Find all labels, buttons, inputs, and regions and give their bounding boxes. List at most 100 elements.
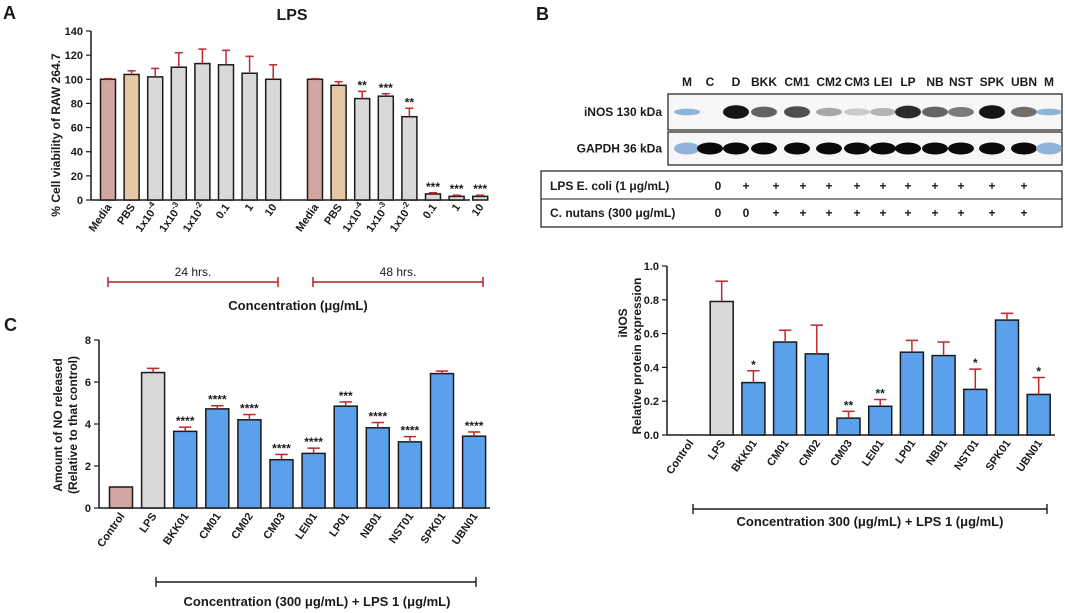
chart-c-bar <box>301 452 326 509</box>
blot-treatment-mark: 0 <box>715 179 722 193</box>
blot-lane-label: M <box>1044 75 1054 89</box>
chart-a-bar <box>448 195 465 201</box>
chart-c-xtick-label: LPS <box>137 511 159 535</box>
chart-a-bar <box>401 115 418 201</box>
chart-a-bar <box>146 76 164 201</box>
chart-b-bar <box>804 353 830 436</box>
chart-b-bar <box>867 405 893 436</box>
blot-treatment-mark: + <box>742 179 749 193</box>
chart-a-xtick-label: 10 <box>263 202 280 219</box>
chart-c-ytick-label: 0 <box>85 503 91 515</box>
blot-band <box>697 142 723 155</box>
chart-a-xtick-label: Media <box>294 201 322 234</box>
chart-a-bar <box>123 73 140 201</box>
chart-b-xtick-label: CM02 <box>797 438 824 469</box>
blot-band <box>922 106 948 118</box>
chart-a-ytick-label: 100 <box>65 74 83 86</box>
chart-b-ylabel-line1: iNOS <box>616 308 630 337</box>
chart-c-bar <box>461 435 487 509</box>
chart-a-xtick-label-exponent: -3 <box>169 200 181 211</box>
blot-treatment-mark: + <box>904 179 911 193</box>
chart-a-xtick-label: 1 <box>243 202 256 214</box>
chart-b-bar <box>709 300 734 436</box>
chart-c-bar <box>397 441 423 509</box>
chart-b-ytick-label: 0.6 <box>644 329 659 341</box>
blot-band <box>1011 106 1037 118</box>
blot-treatment-mark: + <box>931 179 938 193</box>
chart-a-significance: ** <box>358 78 368 92</box>
chart-c-xtick-label: Control <box>95 511 127 550</box>
blot-treatment-mark: + <box>931 206 938 220</box>
chart-a-xtick-label-exponent: -2 <box>399 200 411 211</box>
chart-a-xlabel: Concentration (μg/mL) <box>228 298 367 313</box>
chart-c-significance: **** <box>176 414 195 428</box>
blot-lane-label: D <box>732 75 741 89</box>
chart-b-xtick-label: UBN01 <box>1015 438 1046 474</box>
chart-c-bar <box>172 430 198 509</box>
blot-band <box>1036 142 1062 155</box>
blot-treatment-mark: + <box>957 179 964 193</box>
panel-letter-c: C <box>4 315 17 335</box>
blot-band <box>895 105 921 119</box>
blot-band <box>674 108 700 116</box>
blot-band <box>784 142 810 155</box>
chart-b-ytick-label: 0.2 <box>644 396 659 408</box>
blot-lane-label: CM2 <box>816 75 842 89</box>
chart-a-xtick-label: 1x10-4 <box>338 200 369 235</box>
chart-a-xtick-label-exponent: -2 <box>192 200 204 211</box>
chart-a-group-label: 24 hrs. <box>175 265 212 279</box>
chart-a-bar <box>377 95 395 201</box>
chart-c-ytick-label: 6 <box>85 377 91 389</box>
chart-c-ytick-label: 2 <box>85 461 91 473</box>
blot-band <box>674 142 700 155</box>
blot-band-label: GAPDH 36 kDa <box>577 142 663 156</box>
chart-b-xtick-label: LPS <box>706 438 728 462</box>
blot-lane-label: UBN <box>1011 75 1037 89</box>
chart-b-xtick-label: Control <box>664 438 696 477</box>
chart-c-significance: **** <box>240 402 259 416</box>
blot-treatment-mark: + <box>957 206 964 220</box>
chart-a-xtick-label: Media <box>87 201 115 234</box>
chart-a-group-label: 48 hrs. <box>380 265 417 279</box>
chart-c-xtick-label: UBN01 <box>450 511 481 547</box>
chart-b-xtick-label: LP01 <box>893 438 918 466</box>
chart-a-bar <box>424 193 442 201</box>
panel-letter-b: B <box>536 4 549 24</box>
chart-c-xtick-label: SPK01 <box>419 511 449 546</box>
chart-a-ytick-label: 20 <box>71 171 83 183</box>
chart-b-bar <box>994 319 1020 436</box>
chart-c-xtick-label: NB01 <box>358 511 384 541</box>
chart-a-bar <box>330 84 347 201</box>
blot-lane-label: CM3 <box>844 75 870 89</box>
chart-c-xtick-label: LP01 <box>327 511 352 539</box>
chart-a-ytick-label: 80 <box>71 98 83 110</box>
blot-treatment-mark: + <box>904 206 911 220</box>
blot-band <box>948 142 974 155</box>
blot-lane-label: LP <box>900 75 915 89</box>
chart-b-ytick-label: 0.8 <box>644 295 659 307</box>
chart-a-xtick-label-exponent: -4 <box>352 200 364 211</box>
blot-treatment-mark: + <box>879 206 886 220</box>
blot-treatment-label: C. nutans (300 μg/mL) <box>550 206 675 220</box>
blot-band <box>948 107 974 117</box>
blot-band <box>816 142 842 155</box>
blot-treatment-mark: + <box>853 179 860 193</box>
blot-treatment-mark: + <box>825 179 832 193</box>
chart-a-xtick-label: PBS <box>322 202 345 227</box>
blot-treatment-mark: + <box>879 179 886 193</box>
chart-c-significance: **** <box>304 435 323 449</box>
chart-a-bar <box>99 78 117 201</box>
chart-c-bar <box>365 427 391 509</box>
blot-lane-label: LEI <box>874 75 893 89</box>
panel-letter-a: A <box>3 3 16 23</box>
chart-b-bar <box>1026 393 1051 436</box>
chart-a-xtick-label: 1x10-3 <box>362 200 393 235</box>
chart-b-bar <box>963 388 988 436</box>
blot-band <box>870 108 896 116</box>
blot-treatment-mark: + <box>1020 206 1027 220</box>
chart-a-bar <box>170 66 188 201</box>
chart-a-bar <box>471 195 489 201</box>
chart-a-bar <box>353 97 371 201</box>
blot-band <box>922 142 948 155</box>
chart-b-bar <box>772 341 798 436</box>
